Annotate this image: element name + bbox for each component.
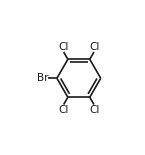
Text: Cl: Cl bbox=[89, 42, 99, 52]
Text: Br: Br bbox=[37, 73, 48, 83]
Text: Cl: Cl bbox=[89, 105, 99, 115]
Text: Cl: Cl bbox=[58, 42, 69, 52]
Text: Cl: Cl bbox=[58, 105, 69, 115]
